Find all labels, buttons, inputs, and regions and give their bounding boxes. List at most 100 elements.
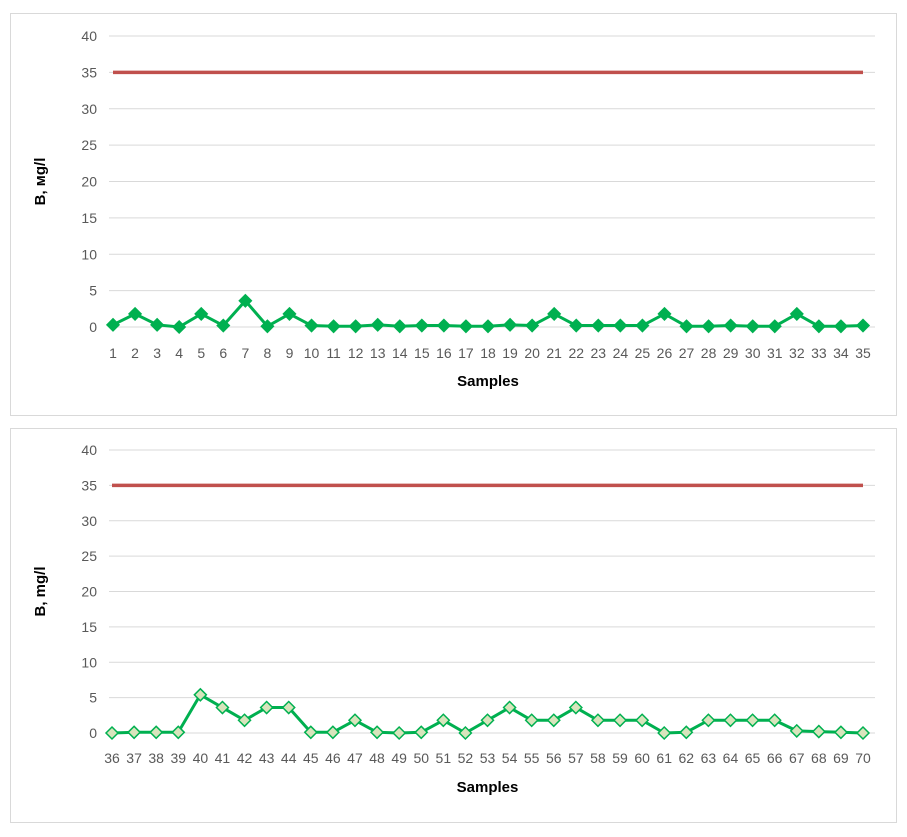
x-tick-label: 28 <box>701 345 717 361</box>
y-tick-label: 15 <box>81 210 97 226</box>
data-point-marker <box>348 319 363 334</box>
data-point-marker <box>855 318 871 333</box>
data-point-marker <box>568 700 583 715</box>
x-tick-label: 30 <box>745 345 761 361</box>
data-point-marker <box>612 713 628 728</box>
measurement-series <box>104 687 871 741</box>
data-point-marker <box>414 725 429 740</box>
data-point-marker <box>216 318 231 333</box>
data-point-marker <box>172 319 187 335</box>
x-tick-label: 43 <box>259 750 275 766</box>
x-tick-label: 59 <box>612 750 628 766</box>
x-tick-label: 50 <box>413 750 429 766</box>
x-tick-label: 58 <box>590 750 606 766</box>
y-tick-label: 35 <box>81 64 97 80</box>
y-tick-labels: 0 5 10 15 20 25 30 35 40 <box>81 28 97 335</box>
data-point-marker <box>591 318 606 333</box>
data-point-marker <box>326 319 341 334</box>
x-tick-label: 4 <box>175 345 183 361</box>
y-axis-title: B, mg/l <box>32 566 49 616</box>
x-tick-label: 17 <box>458 345 474 361</box>
data-point-marker <box>480 713 495 728</box>
x-tick-label: 21 <box>546 345 562 361</box>
data-point-marker <box>458 319 474 334</box>
data-point-marker <box>105 317 121 332</box>
x-tick-label: 12 <box>348 345 364 361</box>
data-point-marker <box>260 319 275 334</box>
y-tick-label: 35 <box>81 477 97 493</box>
data-point-marker <box>149 725 164 740</box>
y-tick-label: 30 <box>81 513 97 529</box>
x-tick-label: 56 <box>546 750 562 766</box>
data-point-marker <box>281 700 296 715</box>
data-point-marker <box>701 319 716 334</box>
x-tick-label: 6 <box>219 345 227 361</box>
x-tick-label: 62 <box>679 750 695 766</box>
data-point-marker <box>502 700 517 715</box>
x-tick-label: 3 <box>153 345 161 361</box>
data-point-marker <box>701 713 716 728</box>
y-tick-label: 0 <box>89 725 97 741</box>
data-point-marker <box>127 725 142 740</box>
y-tick-label: 20 <box>81 174 97 190</box>
x-axis-title: Samples <box>457 779 519 796</box>
x-tick-label: 51 <box>436 750 452 766</box>
data-point-marker <box>833 319 849 334</box>
data-point-marker <box>194 306 209 321</box>
measurement-series <box>105 293 871 335</box>
y-tick-label: 25 <box>81 137 97 153</box>
x-tick-label: 27 <box>679 345 695 361</box>
x-tick-label: 26 <box>657 345 673 361</box>
data-point-marker <box>767 713 782 728</box>
data-point-marker <box>745 319 760 334</box>
data-point-marker <box>304 318 319 333</box>
x-tick-label: 52 <box>458 750 474 766</box>
data-point-marker <box>833 725 848 740</box>
data-point-marker <box>369 725 385 740</box>
data-point-marker <box>546 713 561 728</box>
data-point-marker <box>679 319 694 334</box>
x-tick-label: 35 <box>855 345 871 361</box>
data-point-marker <box>789 306 804 321</box>
x-tick-label: 55 <box>524 750 540 766</box>
x-tick-label: 68 <box>811 750 827 766</box>
data-point-marker <box>259 700 274 715</box>
data-point-marker <box>303 725 318 740</box>
gridlines <box>109 35 875 328</box>
data-point-marker <box>569 318 584 333</box>
y-axis-title: B, мg/l <box>32 158 49 206</box>
y-tick-label: 40 <box>81 442 97 458</box>
data-point-marker <box>855 725 871 741</box>
data-point-marker <box>723 713 738 728</box>
data-point-marker <box>811 724 826 739</box>
data-point-marker <box>414 318 429 333</box>
data-point-marker <box>392 319 407 334</box>
x-tick-label: 10 <box>304 345 320 361</box>
data-point-marker <box>525 318 540 333</box>
x-tick-label: 63 <box>701 750 717 766</box>
x-tick-label: 32 <box>789 345 805 361</box>
x-tick-label: 36 <box>104 750 120 766</box>
x-tick-label: 25 <box>635 345 651 361</box>
x-tick-label: 54 <box>502 750 518 766</box>
x-tick-label: 39 <box>170 750 186 766</box>
x-tick-label: 46 <box>325 750 341 766</box>
x-tick-label: 15 <box>414 345 430 361</box>
x-tick-label: 9 <box>286 345 294 361</box>
y-tick-label: 20 <box>81 584 97 600</box>
x-tick-label: 48 <box>369 750 385 766</box>
data-point-marker <box>436 318 451 333</box>
gridlines <box>109 449 875 734</box>
x-tick-label: 18 <box>480 345 496 361</box>
chart-panel-1: 0 5 10 15 20 25 30 35 40 1 2 3 4 5 6 7 8 9 10 11 12 13 14 15 16… <box>10 13 897 416</box>
y-tick-label: 30 <box>81 101 97 117</box>
data-point-marker <box>480 319 496 334</box>
y-tick-label: 5 <box>89 283 97 299</box>
x-tick-label: 69 <box>833 750 849 766</box>
x-tick-label: 14 <box>392 345 408 361</box>
data-point-marker <box>215 700 230 715</box>
data-point-marker <box>811 319 826 334</box>
data-point-marker <box>104 725 120 741</box>
data-point-marker <box>436 713 451 728</box>
